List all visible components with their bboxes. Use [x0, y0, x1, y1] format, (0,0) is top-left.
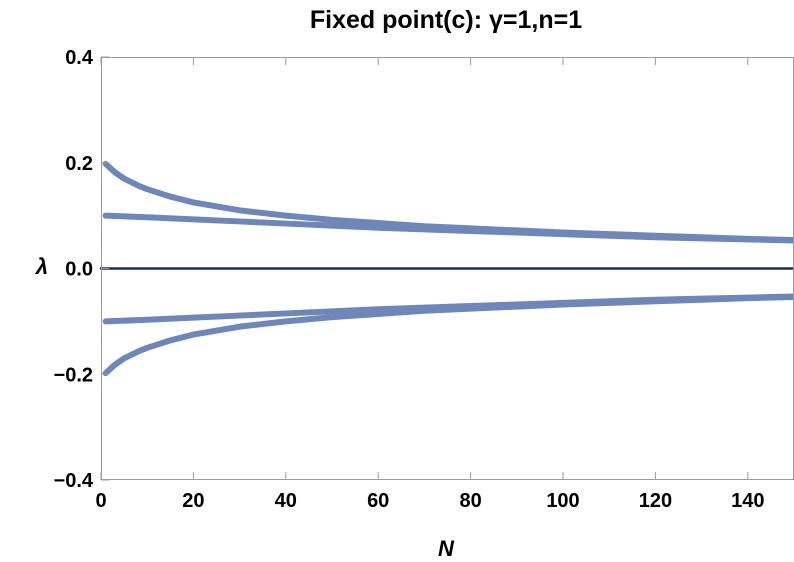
x-tick-label: 20	[182, 490, 204, 512]
y-tick-label: 0.2	[65, 153, 93, 175]
series-layer	[99, 160, 794, 377]
x-tick-label: 140	[731, 490, 764, 512]
chart-title: Fixed point(c): γ=1,n=1	[310, 6, 582, 34]
y-axis: −0.4 −0.2 0.0 0.2 0.4	[54, 47, 109, 492]
series-line-4	[102, 294, 794, 377]
y-axis-label: λ	[35, 254, 48, 279]
x-tick-label: 60	[367, 490, 389, 512]
x-tick-label: 40	[275, 490, 297, 512]
x-tick-label: 100	[546, 490, 579, 512]
y-tick-label: 0.4	[65, 47, 94, 69]
y-tick-label: −0.4	[54, 470, 94, 492]
series-line-2	[102, 212, 794, 244]
x-axis-label: N	[438, 536, 455, 561]
y-tick-label: 0.0	[65, 259, 93, 281]
y-tick-label: −0.2	[54, 364, 93, 386]
x-tick-label: 120	[639, 490, 672, 512]
x-tick-label: 0	[95, 490, 106, 512]
x-axis: 0 20 40 60 80 100 120 140	[95, 57, 764, 512]
x-tick-label: 80	[459, 490, 481, 512]
